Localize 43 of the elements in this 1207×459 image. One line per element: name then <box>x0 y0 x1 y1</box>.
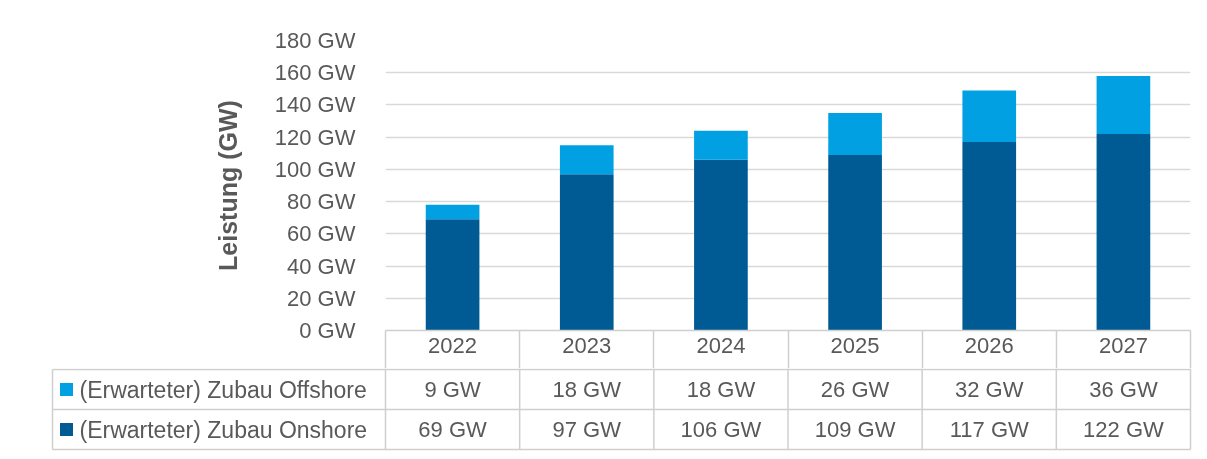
y-tick-label: 60 GW <box>287 221 356 247</box>
y-tick-label: 140 GW <box>274 92 356 118</box>
data-label: 106 GW <box>680 417 762 442</box>
y-tick-label: 160 GW <box>274 60 356 86</box>
bar <box>1096 133 1151 331</box>
data-label: 69 GW <box>418 417 488 442</box>
data-label: 18 GW <box>552 377 622 402</box>
data-label: 18 GW <box>686 377 756 402</box>
data-label: 122 GW <box>1083 417 1164 442</box>
data-label: 32 GW <box>955 377 1024 402</box>
y-tick-label: 180 GW <box>274 28 356 53</box>
bar <box>828 154 882 331</box>
bar <box>425 219 480 331</box>
x-tick-label: 2024 <box>696 332 746 358</box>
bar <box>559 145 614 175</box>
x-tick-label: 2026 <box>964 332 1014 358</box>
x-tick-label: 2025 <box>830 332 880 358</box>
x-tick-label: 2023 <box>562 332 612 358</box>
bar <box>425 204 480 220</box>
data-label: 26 GW <box>820 377 890 402</box>
y-axis-title: Leistung (GW) <box>213 100 242 271</box>
bar <box>559 174 614 331</box>
x-tick-label: 2022 <box>428 332 478 358</box>
bar <box>694 159 748 331</box>
y-tick-label: 120 GW <box>274 124 356 150</box>
bar <box>962 142 1017 331</box>
data-label: 97 GW <box>552 417 622 442</box>
data-label: 9 GW <box>424 377 481 402</box>
x-tick-label: 2027 <box>1098 332 1148 358</box>
legend-label: (Erwarteter) Zubau Onshore <box>79 416 368 443</box>
bar <box>828 113 882 155</box>
legend-label: (Erwarteter) Zubau Offshore <box>79 376 367 403</box>
data-label: 109 GW <box>814 417 896 442</box>
y-tick-label: 100 GW <box>274 156 356 182</box>
y-tick-label: 0 GW <box>299 318 356 343</box>
bar <box>694 130 748 160</box>
data-label: 117 GW <box>949 417 1030 442</box>
data-label: 36 GW <box>1089 377 1158 402</box>
bar <box>962 90 1017 142</box>
y-tick-label: 40 GW <box>287 253 356 279</box>
bar <box>1096 75 1151 134</box>
y-tick-label: 20 GW <box>287 285 356 311</box>
y-tick-label: 80 GW <box>287 189 356 215</box>
